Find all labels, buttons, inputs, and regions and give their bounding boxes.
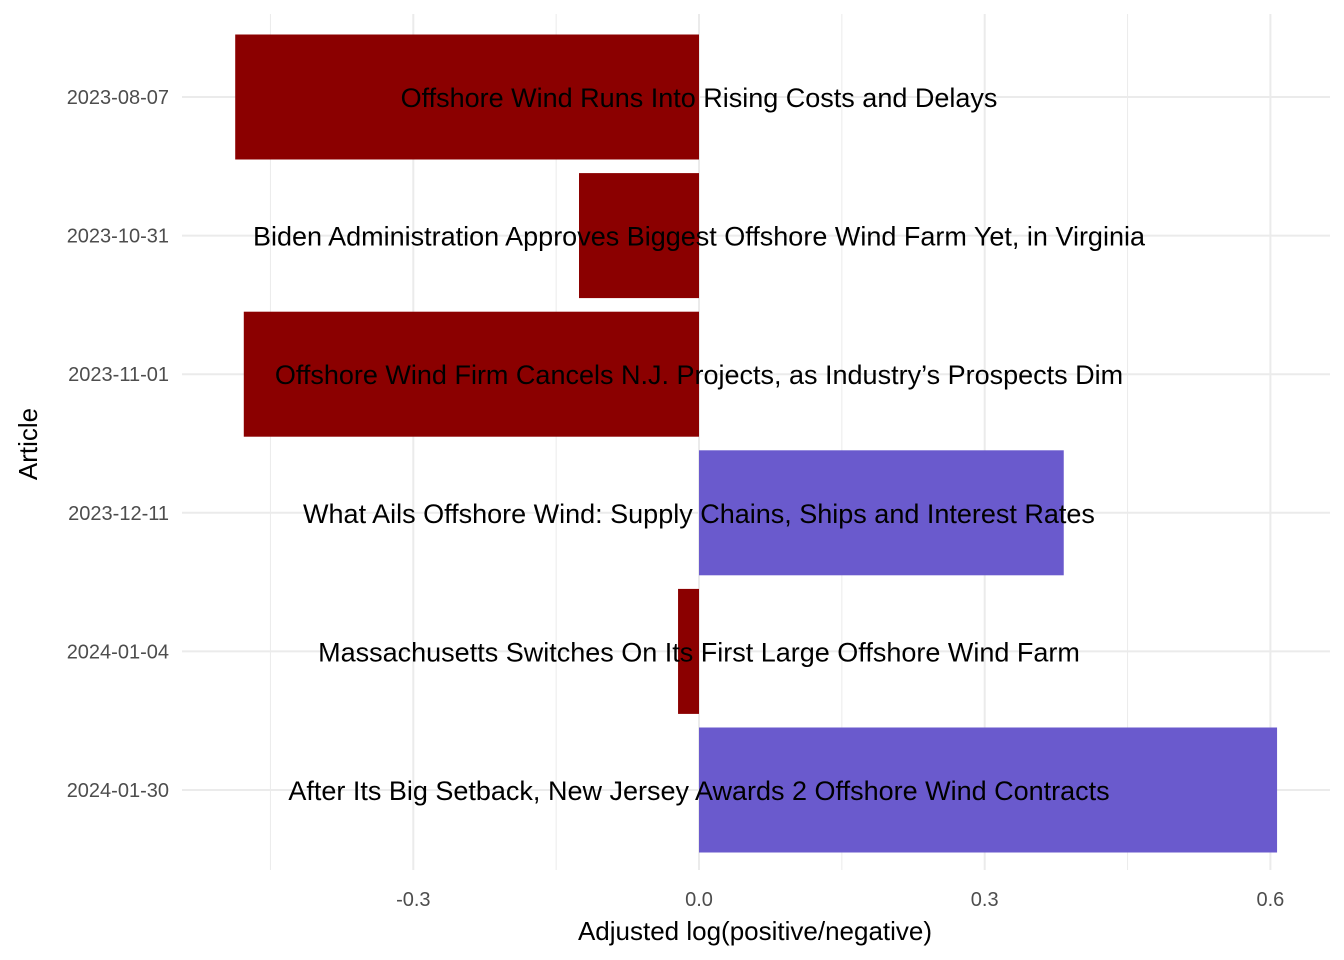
bar (235, 34, 700, 160)
bar-title-label: Biden Administration Approves Biggest Of… (253, 222, 1146, 252)
y-tick-labels: 2023-08-07 2023-10-31 2023-11-01 2023-12-11… (67, 87, 169, 802)
y-tick-label: 2023-12-11 (68, 503, 169, 525)
y-tick-label: 2023-10-31 (67, 226, 169, 248)
x-tick-label: 0.6 (1256, 889, 1284, 911)
y-tick-label: 2023-11-01 (68, 364, 169, 386)
y-tick-label: 2024-01-30 (67, 780, 169, 802)
y-tick-label: 2024-01-04 (67, 641, 169, 663)
x-tick-label: 0.3 (971, 889, 999, 911)
y-tick-label: 2023-08-07 (67, 87, 169, 109)
bar-title-label: After Its Big Setback, New Jersey Awards… (288, 776, 1109, 806)
bar (699, 450, 1064, 576)
bar-title-label: Offshore Wind Runs Into Rising Costs and… (401, 83, 998, 113)
x-tick-labels: -0.3 0.0 0.3 0.6 (396, 889, 1284, 911)
bar (699, 727, 1278, 853)
x-tick-label: 0.0 (685, 889, 713, 911)
bar (678, 588, 699, 714)
bar-layer (235, 34, 1278, 853)
x-tick-label: -0.3 (396, 889, 430, 911)
bar-title-label: Offshore Wind Firm Cancels N.J. Projects… (275, 360, 1123, 390)
bar (579, 173, 699, 299)
bar (243, 311, 699, 437)
y-axis-title: Article (13, 408, 43, 480)
bar-title-label: Massachusetts Switches On Its First Larg… (318, 637, 1080, 667)
bar-title-label: What Ails Offshore Wind: Supply Chains, … (303, 499, 1095, 529)
x-axis-title: Adjusted log(positive/negative) (578, 916, 932, 946)
bar-label-layer: Offshore Wind Runs Into Rising Costs and… (253, 83, 1146, 806)
